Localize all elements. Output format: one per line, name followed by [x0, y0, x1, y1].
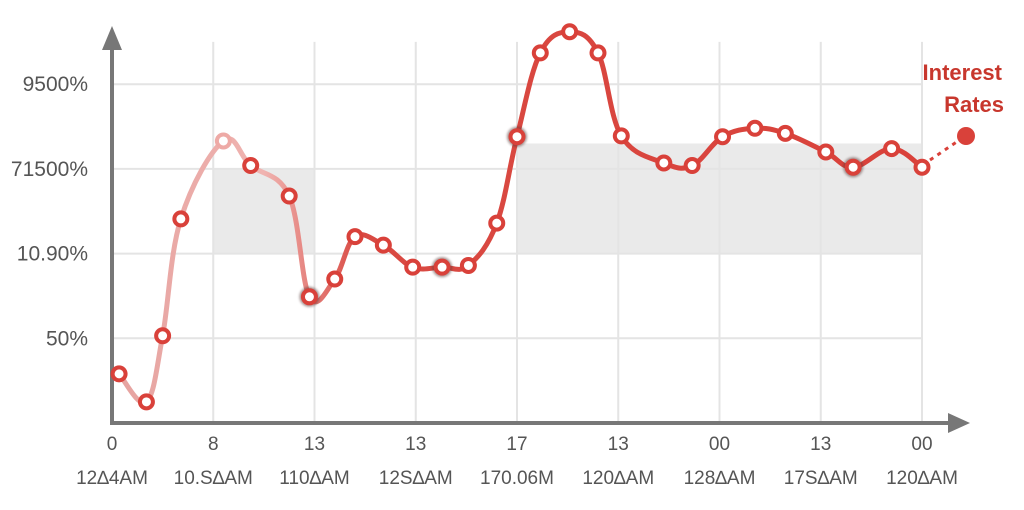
- y-tick-label-3: 50%: [46, 327, 88, 350]
- x-tick-top-5: 13: [608, 434, 629, 455]
- x-tick-top-3: 13: [405, 434, 426, 455]
- x-tick-bottom-2: 110∆AM: [279, 468, 349, 489]
- data-point-22: [714, 128, 732, 146]
- data-point-26: [844, 158, 862, 176]
- x-tick-top-6: 00: [709, 434, 730, 455]
- x-tick-bottom-3: 12S∆AM: [379, 468, 453, 489]
- data-point-15: [508, 128, 526, 146]
- data-point-2: [154, 327, 172, 345]
- x-tick-top-7: 13: [810, 434, 831, 455]
- x-axis-arrow: [948, 413, 970, 433]
- y-tick-labels: 9500% 71500% 10.90% 50%: [11, 73, 88, 350]
- x-tick-bottom-6: 128∆AM: [684, 468, 756, 489]
- y-axis-arrow: [102, 26, 122, 50]
- x-tick-bottom-4: 170.06M: [480, 468, 554, 489]
- data-point-23: [746, 119, 764, 137]
- x-tick-top-2: 13: [304, 434, 325, 455]
- y-tick-label-2: 10.90%: [17, 243, 88, 266]
- data-point-11: [404, 258, 422, 276]
- data-point-5: [242, 157, 260, 175]
- data-point-14: [488, 214, 506, 232]
- x-tick-top-8: 00: [911, 434, 932, 455]
- x-tick-bottom-1: 10.S∆AM: [174, 468, 253, 489]
- x-tick-bottom-5: 120∆AM: [582, 468, 654, 489]
- legend-label-line2: Rates: [944, 92, 1004, 117]
- data-point-28: [913, 158, 931, 176]
- data-point-27: [883, 140, 901, 158]
- grid-lines: [112, 41, 923, 423]
- data-point-18: [589, 44, 607, 62]
- x-tick-top-4: 17: [506, 434, 527, 455]
- y-tick-label-1: 71500%: [11, 158, 88, 181]
- data-point-24: [776, 124, 794, 142]
- legend-connector: [929, 139, 959, 162]
- series-points: [110, 23, 931, 411]
- x-tick-labels: 0 12∆4AM 8 10.S∆AM 13 110∆AM 13 12S∆AM 17 170.06M…: [76, 434, 958, 489]
- data-point-20: [655, 154, 673, 172]
- x-tick-bottom-7: 17S∆AM: [784, 468, 858, 489]
- legend: Interest Rates: [923, 60, 1004, 162]
- data-point-17: [561, 23, 579, 41]
- data-point-21: [683, 157, 701, 175]
- y-tick-label-0: 9500%: [23, 73, 88, 96]
- data-point-13: [459, 256, 477, 274]
- data-point-4: [214, 132, 232, 150]
- x-tick-bottom-8: 120∆AM: [886, 468, 958, 489]
- data-point-25: [817, 143, 835, 161]
- data-point-6: [280, 187, 298, 205]
- data-point-19: [612, 127, 630, 145]
- legend-marker: [957, 127, 975, 145]
- data-point-8: [326, 270, 344, 288]
- x-tick-top-1: 8: [208, 434, 219, 455]
- shaded-bands: [213, 143, 922, 254]
- data-point-16: [531, 44, 549, 62]
- data-point-0: [110, 365, 128, 383]
- data-point-9: [346, 228, 364, 246]
- data-point-12: [433, 258, 451, 276]
- x-tick-bottom-0: 12∆4AM: [76, 468, 148, 489]
- x-tick-top-0: 0: [107, 434, 118, 455]
- data-point-10: [374, 236, 392, 254]
- data-point-1: [137, 393, 155, 411]
- axes: [102, 26, 970, 433]
- data-point-7: [300, 288, 318, 306]
- legend-label-line1: Interest: [923, 60, 1003, 85]
- data-point-3: [172, 210, 190, 228]
